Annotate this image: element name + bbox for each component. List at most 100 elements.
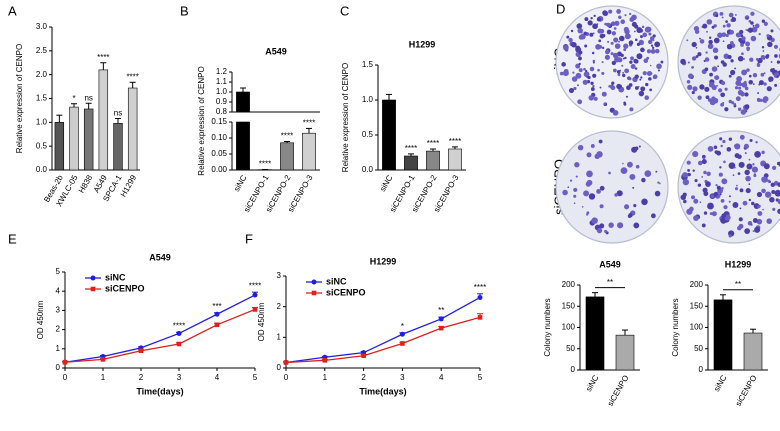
y-tick-label: 0 bbox=[56, 363, 61, 372]
colony bbox=[616, 70, 621, 74]
colony bbox=[718, 172, 723, 177]
significance: ns bbox=[114, 109, 122, 118]
colony bbox=[737, 107, 742, 111]
significance: * bbox=[72, 94, 75, 103]
colony bbox=[586, 170, 593, 178]
bar bbox=[113, 122, 123, 171]
colony bbox=[593, 96, 598, 101]
y-tick-label: 1 bbox=[56, 344, 61, 353]
colony bbox=[562, 189, 568, 196]
colony bbox=[618, 15, 622, 19]
colony bbox=[732, 174, 735, 176]
colony bbox=[606, 22, 611, 28]
colony bbox=[755, 23, 760, 29]
colony bbox=[687, 172, 691, 177]
colony bbox=[574, 162, 580, 168]
colony bbox=[761, 45, 765, 49]
colony bbox=[746, 17, 749, 20]
colony bbox=[585, 69, 588, 73]
colony bbox=[767, 179, 771, 183]
colony bbox=[770, 29, 774, 33]
x-tick-label: 2 bbox=[361, 373, 366, 382]
colony bbox=[744, 228, 751, 235]
colony bbox=[571, 76, 578, 82]
y-tick-label: 200 bbox=[562, 280, 576, 289]
colony bbox=[603, 102, 607, 105]
series-line bbox=[285, 296, 481, 364]
colony bbox=[646, 56, 650, 60]
colony bbox=[777, 208, 780, 214]
colony bbox=[755, 141, 758, 144]
colony bbox=[611, 81, 615, 85]
panel-label: C bbox=[340, 3, 349, 18]
legend-label: siNC bbox=[326, 276, 347, 286]
colony bbox=[599, 185, 605, 191]
colony bbox=[652, 75, 657, 80]
bar bbox=[426, 150, 440, 171]
colony bbox=[768, 79, 772, 82]
colony bbox=[709, 212, 713, 216]
x-tick-label: 1 bbox=[101, 373, 106, 382]
y-tick-label: 1.2 bbox=[216, 67, 228, 76]
y-tick-label: 100 bbox=[562, 323, 576, 332]
colony bbox=[629, 173, 636, 180]
colony bbox=[777, 199, 780, 205]
colony bbox=[621, 64, 624, 67]
significance: **** bbox=[97, 53, 109, 62]
colony bbox=[573, 194, 577, 198]
colony bbox=[774, 189, 780, 197]
colony bbox=[759, 98, 763, 102]
colony bbox=[723, 205, 728, 210]
colony bbox=[721, 213, 727, 219]
y-tick-label: 50 bbox=[694, 344, 703, 353]
colony bbox=[699, 39, 705, 44]
colony bbox=[633, 204, 637, 208]
colony bbox=[730, 41, 734, 45]
colony bbox=[578, 50, 583, 55]
colony bbox=[740, 109, 747, 115]
colony bbox=[720, 102, 725, 107]
colony bbox=[709, 72, 713, 77]
significance: ns bbox=[84, 93, 92, 102]
colony bbox=[592, 59, 596, 63]
colony bbox=[699, 201, 702, 204]
colony bbox=[686, 208, 693, 215]
bar bbox=[382, 99, 396, 171]
colony bbox=[578, 62, 581, 66]
x-tick-label: siCENPO bbox=[734, 374, 759, 408]
colony bbox=[561, 62, 566, 67]
colony bbox=[599, 86, 602, 89]
colony bbox=[740, 43, 744, 47]
y-tick-label: 1.0 bbox=[216, 87, 228, 96]
colony bbox=[756, 218, 763, 225]
bar bbox=[98, 69, 109, 171]
colony bbox=[739, 134, 745, 140]
bar bbox=[54, 122, 65, 171]
y-tick-label: 4 bbox=[56, 286, 61, 295]
colony bbox=[680, 58, 686, 65]
colony bbox=[577, 84, 579, 87]
point bbox=[361, 353, 366, 359]
colony bbox=[622, 71, 625, 74]
colony bbox=[583, 31, 587, 36]
series-line bbox=[64, 308, 256, 363]
colony bbox=[739, 207, 742, 210]
colony bbox=[592, 23, 598, 30]
y-axis-label: Colony numbers bbox=[671, 298, 680, 356]
colony bbox=[595, 44, 601, 50]
colony bbox=[616, 9, 621, 14]
colony bbox=[752, 230, 755, 233]
colony bbox=[723, 160, 726, 164]
point bbox=[252, 292, 258, 298]
colony bbox=[586, 76, 588, 78]
bar bbox=[83, 108, 94, 171]
colony bbox=[730, 59, 734, 63]
panel-label: F bbox=[245, 231, 253, 246]
colony bbox=[721, 32, 727, 38]
colony bbox=[647, 39, 653, 45]
colony bbox=[601, 46, 605, 50]
colony bbox=[724, 87, 728, 91]
colony bbox=[638, 90, 645, 97]
significance: ** bbox=[607, 278, 613, 287]
colony bbox=[639, 78, 642, 81]
